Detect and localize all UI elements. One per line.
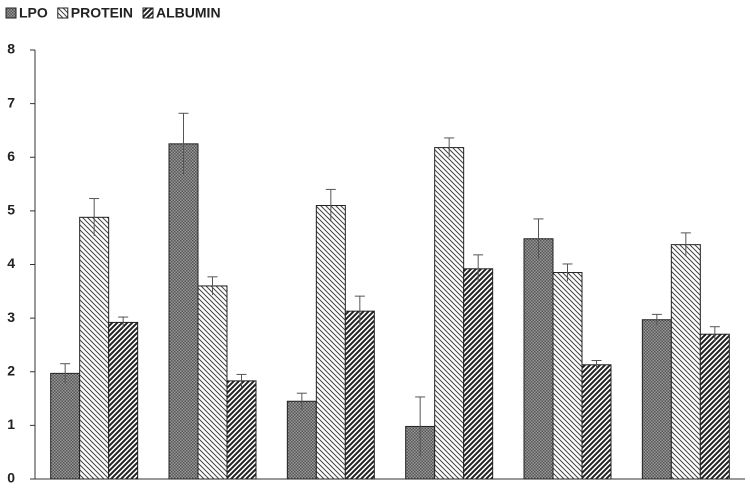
- bar: [50, 372, 81, 480]
- bar: [463, 268, 494, 480]
- error-bar: [415, 396, 426, 456]
- y-tick-label: 4: [7, 255, 15, 271]
- error-bar: [296, 392, 307, 410]
- bar: [552, 272, 583, 480]
- y-tick-label: 6: [7, 148, 15, 164]
- y-tick-label: 3: [7, 309, 15, 325]
- y-tick-label: 5: [7, 202, 15, 218]
- bar: [286, 400, 317, 480]
- bar: [168, 143, 199, 480]
- error-bar: [680, 232, 691, 257]
- legend-swatch: [5, 7, 17, 19]
- error-bar: [236, 373, 247, 388]
- error-bar: [444, 137, 455, 158]
- y-tick-label: 1: [7, 416, 15, 432]
- error-bar: [118, 316, 129, 328]
- error-bar: [709, 326, 720, 342]
- error-bar: [591, 359, 602, 370]
- bar: [581, 364, 612, 480]
- error-bar: [354, 295, 365, 327]
- legend-swatch: [142, 7, 154, 19]
- bar: [315, 205, 346, 480]
- bar: [641, 319, 672, 480]
- legend-label: LPO: [19, 5, 48, 21]
- bar: [197, 285, 228, 480]
- bar: [523, 238, 554, 480]
- legend-swatch: [57, 7, 69, 19]
- y-tick-label: 0: [7, 470, 15, 486]
- y-tick-label: 2: [7, 362, 15, 378]
- error-bar: [178, 112, 189, 175]
- error-bar: [207, 276, 218, 296]
- error-bar: [60, 363, 71, 384]
- legend-label: ALBUMIN: [156, 5, 221, 21]
- error-bar: [533, 218, 544, 259]
- error-bar: [562, 263, 573, 282]
- bar: [108, 321, 139, 480]
- y-tick-label: 8: [7, 41, 15, 57]
- error-bar: [325, 188, 336, 222]
- error-bar: [89, 198, 100, 237]
- bar: [434, 147, 465, 480]
- bar: [79, 216, 110, 480]
- bar: [226, 380, 257, 480]
- legend-label: PROTEIN: [71, 5, 133, 21]
- bar: [344, 310, 375, 480]
- error-bar: [473, 254, 484, 283]
- y-tick-label: 7: [7, 94, 15, 110]
- error-bar: [651, 313, 662, 326]
- bar: [699, 333, 730, 480]
- bar: [670, 244, 701, 480]
